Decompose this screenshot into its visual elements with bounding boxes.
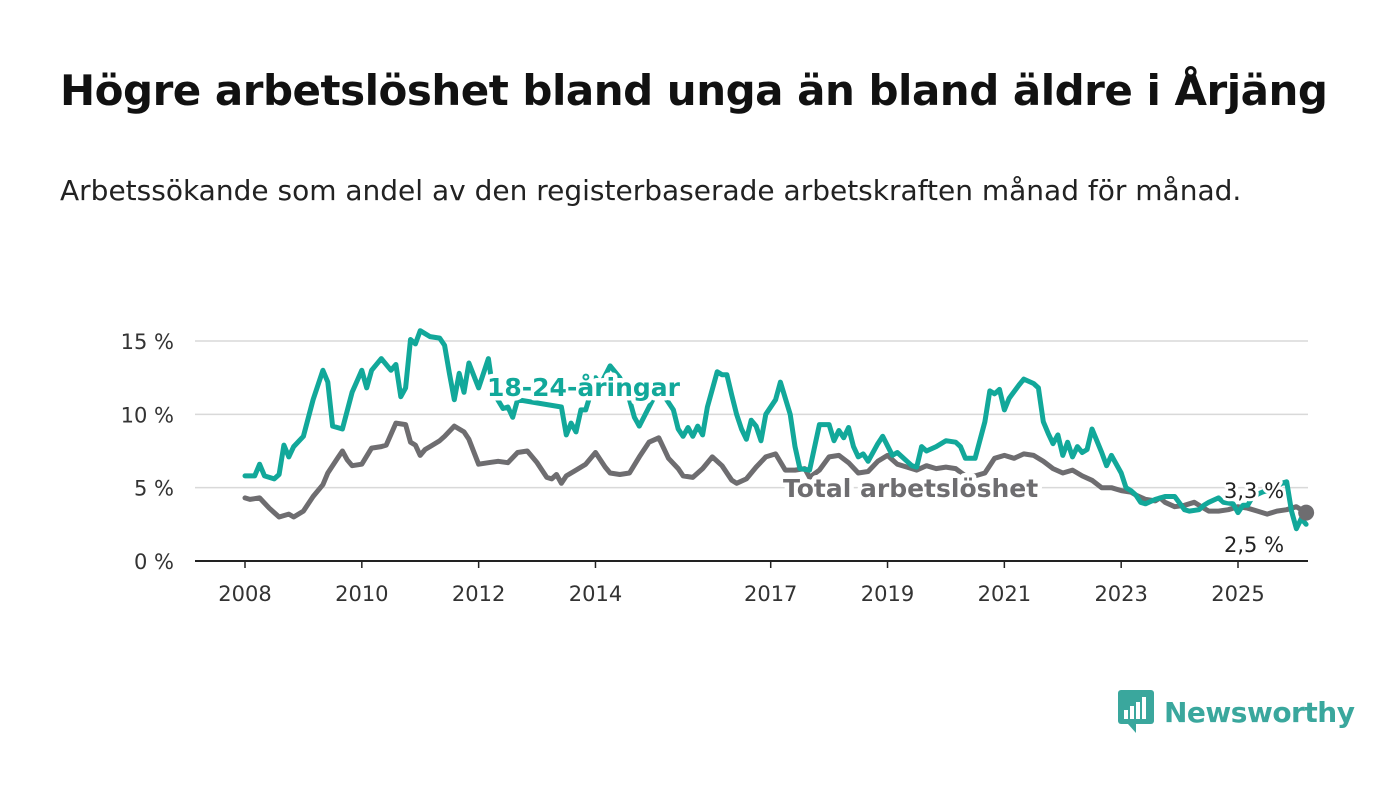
x-tick-label: 2008 bbox=[218, 582, 271, 606]
series-line-total bbox=[242, 420, 1309, 520]
series-label-total: Total arbetslöshet bbox=[783, 474, 1038, 503]
series-lines bbox=[242, 328, 1315, 532]
y-tick-label: 15 % bbox=[121, 330, 174, 354]
y-tick-label: 10 % bbox=[121, 403, 174, 427]
y-tick-label: 5 % bbox=[134, 477, 174, 501]
x-tick-label: 2019 bbox=[861, 582, 914, 606]
chart-subtitle: Arbetssökande som andel av den registerb… bbox=[60, 174, 1242, 207]
x-tick-label: 2025 bbox=[1211, 582, 1264, 606]
x-tick-label: 2010 bbox=[335, 582, 388, 606]
brand-name: Newsworthy bbox=[1164, 695, 1355, 729]
x-axis-ticks: 2008 2010 2012 2014 2017 2019 2021 2023 2025 bbox=[218, 561, 1265, 606]
end-point-marker bbox=[1298, 504, 1315, 521]
x-tick-label: 2023 bbox=[1094, 582, 1147, 606]
x-tick-label: 2017 bbox=[744, 582, 797, 606]
x-tick-label: 2014 bbox=[569, 582, 622, 606]
series-labels: 18-24-åringar Total arbetslöshet 3,3 % 2,5 … bbox=[483, 369, 1288, 561]
bar-chart-speech-bubble-icon bbox=[1118, 690, 1154, 733]
gridlines bbox=[195, 340, 1308, 562]
y-tick-label: 0 % bbox=[134, 550, 174, 574]
end-label-total: 3,3 % bbox=[1224, 479, 1284, 503]
series-line-youth bbox=[242, 328, 1309, 532]
series-label-youth: 18-24-åringar bbox=[487, 373, 681, 402]
y-axis-ticks: 0 % 5 % 10 % 15 % bbox=[121, 330, 174, 574]
chart-title: Högre arbetslöshet bland unga än bland ä… bbox=[60, 66, 1328, 115]
end-label-youth: 2,5 % bbox=[1224, 533, 1284, 557]
x-tick-label: 2021 bbox=[978, 582, 1031, 606]
newsworthy-logo: Newsworthy bbox=[1118, 690, 1355, 734]
x-tick-label: 2012 bbox=[452, 582, 505, 606]
